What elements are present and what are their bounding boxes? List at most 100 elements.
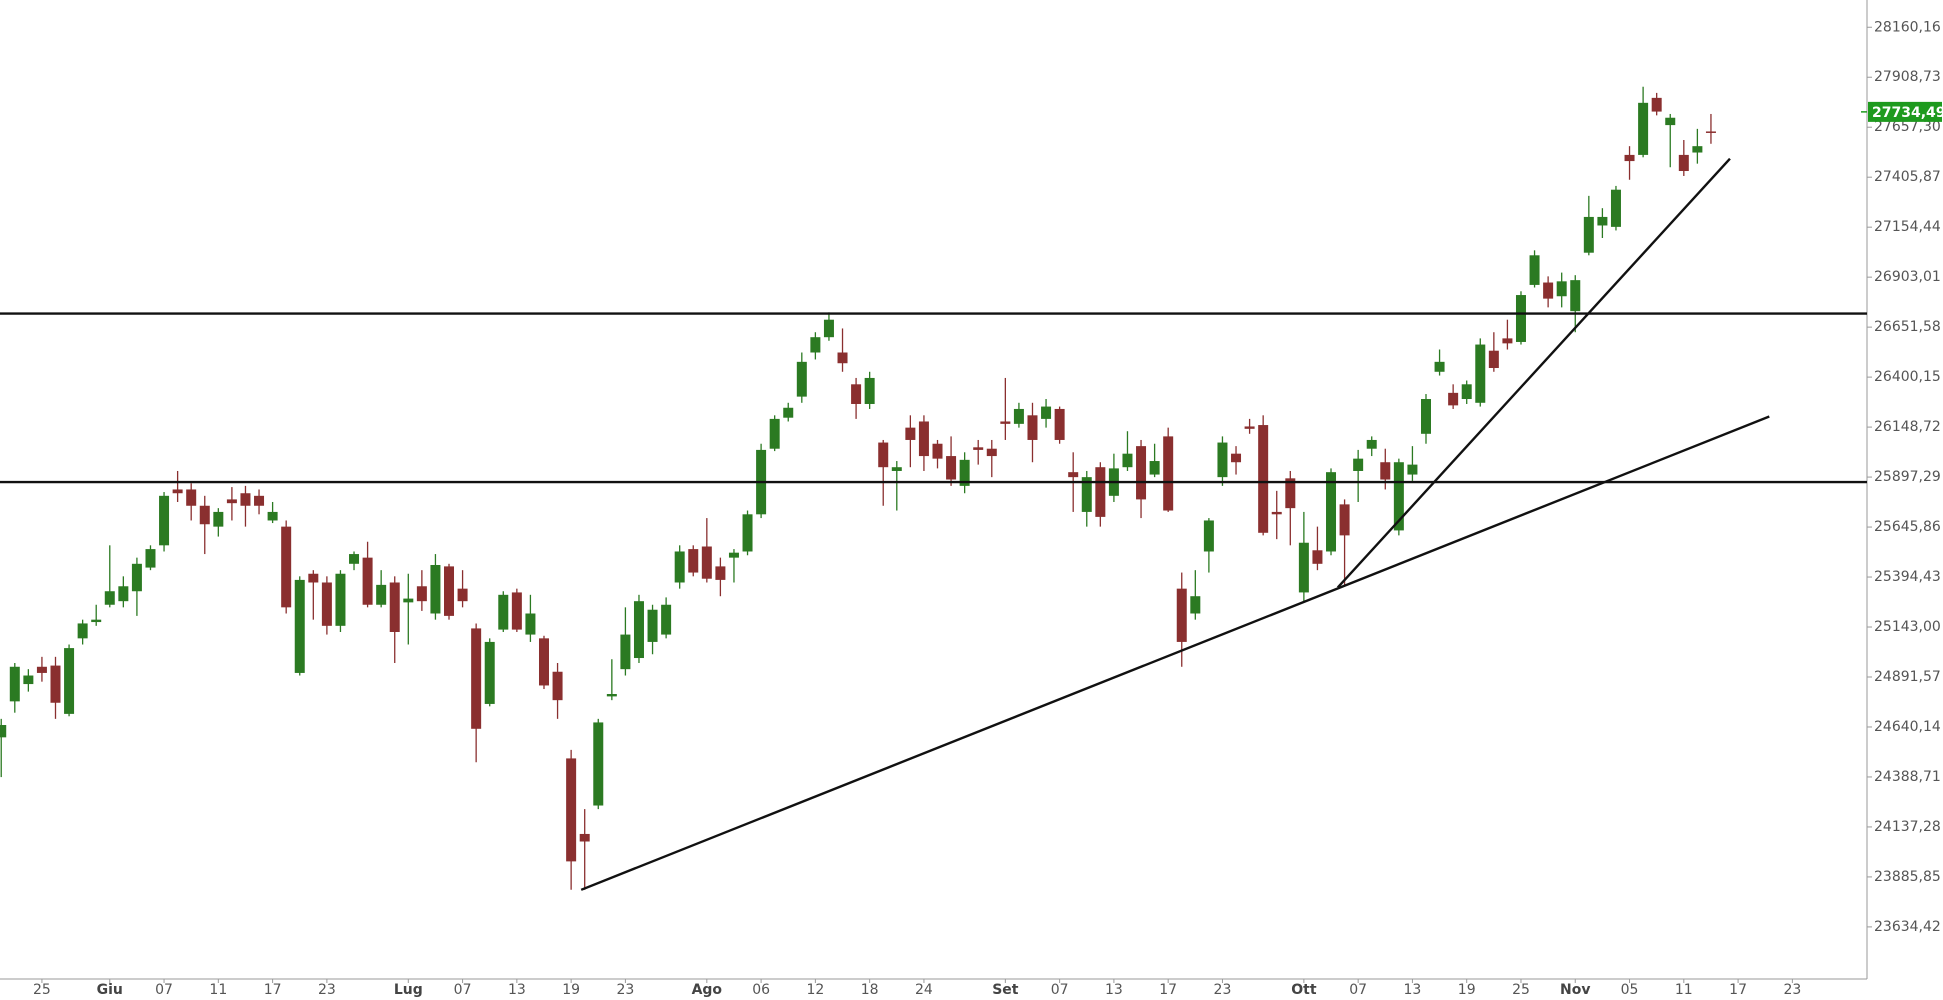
x-tick-label: 07 xyxy=(1051,982,1069,998)
y-tick-label: 25394,43 xyxy=(1874,569,1941,585)
candle-body xyxy=(525,613,536,635)
candle-body xyxy=(1122,453,1133,468)
candle-body xyxy=(918,421,929,457)
candle-body xyxy=(593,722,604,806)
y-tick-label: 26148,72 xyxy=(1874,419,1941,435)
candle-body xyxy=(1610,189,1621,227)
candle-body xyxy=(1624,154,1635,162)
candle-body xyxy=(1488,350,1499,369)
y-tick-label: 26651,58 xyxy=(1874,319,1941,335)
candle-body xyxy=(620,634,631,670)
candle-body xyxy=(1543,282,1554,299)
candle-body xyxy=(511,592,522,630)
candle-body xyxy=(946,456,957,480)
candle-body xyxy=(1380,462,1391,480)
candle-body xyxy=(878,442,889,468)
candle-body xyxy=(1339,504,1350,536)
candle-body xyxy=(810,337,821,353)
x-tick-label: Nov xyxy=(1560,982,1590,998)
candle-body xyxy=(688,549,699,573)
x-tick-label: 23 xyxy=(616,982,634,998)
candle-body xyxy=(728,552,739,558)
candle-body xyxy=(118,586,129,602)
candle-body xyxy=(1258,425,1269,533)
candle-body xyxy=(864,377,875,404)
x-tick-label: 17 xyxy=(1159,982,1177,998)
candle-body xyxy=(1448,392,1459,406)
candle-body xyxy=(294,579,305,673)
candle-body xyxy=(579,833,590,842)
candle-body xyxy=(9,666,20,702)
candle-body xyxy=(1326,472,1337,552)
candle-body xyxy=(1095,467,1106,517)
candle-body xyxy=(416,586,427,602)
candle-body xyxy=(986,448,997,457)
x-tick-label: 07 xyxy=(1349,982,1367,998)
candle-body xyxy=(674,551,685,583)
x-tick-label: Lug xyxy=(394,982,423,998)
candle-body xyxy=(1041,406,1052,419)
candle-body xyxy=(606,694,617,697)
candle-body xyxy=(905,427,916,440)
x-tick-label: 25 xyxy=(33,982,51,998)
candle-body xyxy=(1136,446,1147,500)
candle-body xyxy=(1515,295,1526,342)
last-price-badge xyxy=(1868,101,1942,122)
candle-body xyxy=(145,549,156,568)
candle-body xyxy=(403,598,414,603)
candle-body xyxy=(362,557,373,605)
candle-body xyxy=(1366,439,1377,449)
candle-body xyxy=(851,384,862,404)
x-tick-label: 19 xyxy=(562,982,580,998)
candle-body xyxy=(335,573,346,626)
candle-body xyxy=(159,495,170,546)
candle-body xyxy=(932,443,943,459)
candle-body xyxy=(349,554,360,564)
candle-body xyxy=(430,564,441,614)
x-tick-label: 05 xyxy=(1621,982,1639,998)
x-tick-label: 23 xyxy=(1214,982,1232,998)
x-tick-label: 13 xyxy=(1105,982,1123,998)
candle-body xyxy=(240,493,251,506)
candle-body xyxy=(769,418,780,449)
y-tick-label: 26903,01 xyxy=(1874,269,1941,285)
candle-body xyxy=(444,566,455,616)
y-tick-label: 28160,16 xyxy=(1874,19,1941,35)
x-tick-label: 25 xyxy=(1512,982,1530,998)
candle-body xyxy=(1013,408,1024,424)
candle-body xyxy=(823,319,834,338)
candle-body xyxy=(1705,131,1716,133)
candle-body xyxy=(1570,280,1581,312)
candle-body xyxy=(1163,436,1174,511)
y-tick-label: 27657,30 xyxy=(1874,119,1941,135)
y-tick-label: 23885,85 xyxy=(1874,869,1941,885)
x-tick-label: 19 xyxy=(1458,982,1476,998)
candle-body xyxy=(172,489,183,494)
candle-body xyxy=(389,582,400,632)
x-tick-label: 17 xyxy=(1729,982,1747,998)
candle-body xyxy=(1068,472,1079,478)
candle-body xyxy=(1176,588,1187,642)
candle-body xyxy=(633,601,644,659)
candle-body xyxy=(661,604,672,635)
candle-body xyxy=(1149,461,1160,475)
candle-body xyxy=(104,591,115,605)
candle-body xyxy=(1651,97,1662,112)
x-tick-label: 11 xyxy=(209,982,227,998)
x-tick-label: 24 xyxy=(915,982,933,998)
candle-body xyxy=(1678,154,1689,172)
x-tick-label: 13 xyxy=(1404,982,1422,998)
candle-body xyxy=(131,563,142,592)
candle-body xyxy=(1638,102,1649,155)
y-tick-label: 27908,73 xyxy=(1874,69,1941,85)
y-tick-label: 23634,42 xyxy=(1874,919,1941,935)
x-tick-label: Giu xyxy=(97,982,123,998)
last-price-label: 27734,49 xyxy=(1872,105,1943,121)
x-tick-label: 17 xyxy=(264,982,282,998)
candle-body xyxy=(1054,408,1065,440)
y-tick-label: 24137,28 xyxy=(1874,819,1941,835)
candle-body xyxy=(254,495,265,506)
x-tick-label: Ago xyxy=(692,982,723,998)
candle-body xyxy=(281,526,292,608)
candle-body xyxy=(538,638,549,686)
